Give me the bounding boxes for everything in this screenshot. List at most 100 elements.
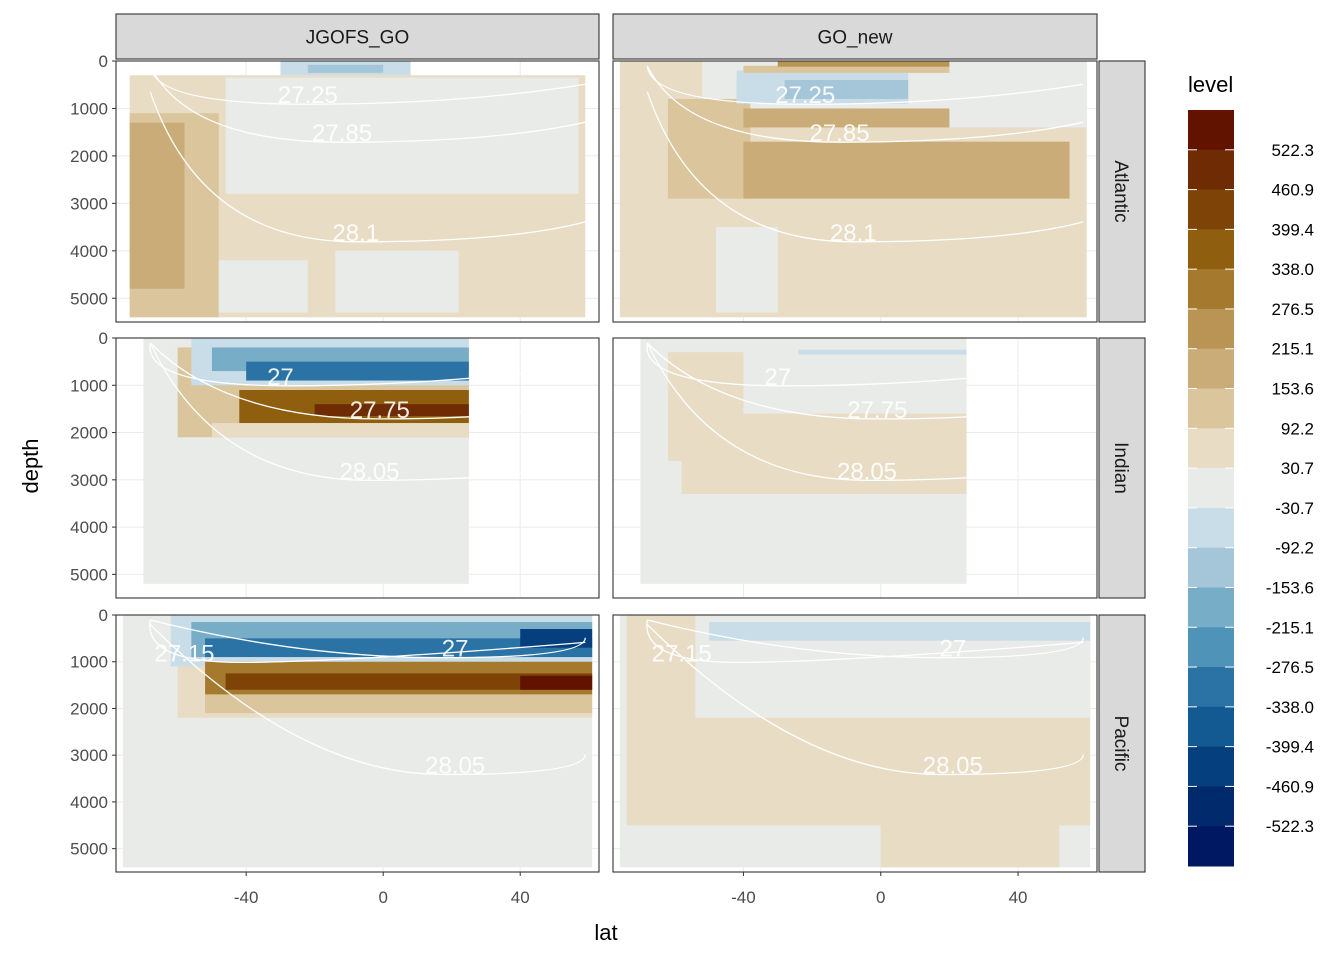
isopycnal-line (149, 342, 586, 482)
level-cell (129, 122, 185, 289)
x-tick-label: 40 (511, 888, 530, 907)
y-tick-label: 3000 (70, 746, 108, 765)
level-cell (880, 820, 1060, 868)
legend-swatch (1188, 786, 1234, 827)
level-cell (743, 65, 950, 73)
contour-label: 27.85 (312, 120, 372, 147)
row-strip (1098, 337, 1146, 599)
legend: 522.3 460.9 399.4 338.0 276.5 215.1 153.6 92.2 3… (1188, 110, 1314, 867)
isopycnal-line (149, 65, 586, 105)
row-strip-label: Pacific (1110, 716, 1131, 772)
y-tick-label: 3000 (70, 194, 108, 213)
x-axis-title: lat (594, 920, 617, 945)
legend-label: 338.0 (1271, 260, 1314, 279)
contour-label: 27.25 (278, 82, 338, 109)
contour-label: 27.75 (350, 397, 410, 424)
legend-swatch (1188, 587, 1234, 628)
isopycnal-line (646, 342, 1084, 387)
contour-label: 28.1 (332, 220, 379, 247)
legend-label: 460.9 (1271, 181, 1314, 200)
panel-jgofs-go-atlantic: 27.25 27.85 28.1 (116, 61, 599, 322)
legend-label: 215.1 (1271, 340, 1314, 359)
level-cell (218, 260, 308, 313)
column-strip (115, 13, 600, 60)
contour-label: 28.05 (837, 458, 897, 485)
legend-swatch (1188, 706, 1234, 748)
contour-label: 27.15 (652, 640, 712, 667)
legend-label: -522.3 (1266, 817, 1314, 836)
legend-label: 30.7 (1281, 459, 1314, 478)
y-axis-title: depth (18, 438, 43, 493)
legend-swatch (1188, 468, 1234, 509)
legend-label: 153.6 (1271, 380, 1314, 399)
x-tick-label: 0 (876, 888, 885, 907)
legend-label: -399.4 (1266, 738, 1314, 757)
panel-border (612, 614, 1098, 873)
panel-jgofs-go-pacific: 27.15 27 28.05 (116, 615, 599, 872)
legend-swatch (1188, 547, 1234, 588)
isopycnal-line (150, 619, 586, 659)
contour-label: 27.25 (775, 82, 835, 109)
legend-swatch (1188, 746, 1234, 787)
legend-swatch (1188, 627, 1234, 668)
panel-border (115, 337, 600, 599)
contour-label: 27.85 (810, 120, 870, 147)
legend-swatch (1188, 189, 1234, 230)
y-tick-label: 0 (99, 329, 108, 348)
isopycnal-line (149, 91, 586, 243)
panels-layer: 27.25 27.85 28.1 27.25 27.85 28.1 27 27.75 28.05… (115, 60, 1098, 873)
legend-swatch (1188, 308, 1234, 350)
legend-swatch (1188, 667, 1234, 708)
column-strip-label: GO_new (818, 28, 893, 49)
legend-swatch (1188, 110, 1234, 151)
row-strip (1098, 60, 1146, 323)
level-cell (667, 98, 751, 199)
level-cell (211, 423, 469, 438)
level-cell (743, 108, 950, 128)
y-tick-label: 4000 (70, 518, 108, 537)
legend-label: -276.5 (1266, 658, 1314, 677)
contour-label: 28.05 (425, 753, 485, 780)
isopycnal-line (646, 342, 1084, 482)
level-cell (205, 694, 593, 714)
legend-swatch (1188, 826, 1234, 867)
y-tick-label: 5000 (70, 289, 108, 308)
contour-label: 27 (442, 636, 469, 663)
level-cell (225, 673, 593, 690)
x-tick-label: -40 (731, 888, 756, 907)
legend-swatch (1188, 348, 1234, 390)
level-cell (225, 77, 579, 194)
legend-swatch (1188, 428, 1234, 469)
y-tick-label: 2000 (70, 424, 108, 443)
level-cell (246, 361, 469, 381)
contour-label: 27.15 (154, 640, 214, 667)
y-tick-label: 1000 (70, 653, 108, 672)
y-tick-label: 0 (99, 606, 108, 625)
panel-go-new-pacific: 27.15 27 28.05 (613, 615, 1097, 872)
y-tick-label: 5000 (70, 840, 108, 859)
legend-label: -460.9 (1266, 777, 1314, 796)
legend-swatch (1188, 149, 1234, 191)
level-cell (784, 79, 909, 99)
level-cell (205, 638, 593, 658)
contour-label: 27 (764, 364, 791, 391)
panel-border (612, 337, 1098, 599)
legend-label: -215.1 (1266, 618, 1314, 637)
y-tick-label: 5000 (70, 565, 108, 584)
y-tick-label: 2000 (70, 147, 108, 166)
legend-swatch (1188, 507, 1234, 549)
legend-label: -153.6 (1266, 578, 1314, 597)
level-cell (626, 624, 689, 765)
isopycnal-line (149, 65, 586, 143)
panel-jgofs-go-indian: 27 27.75 28.05 (116, 338, 599, 598)
isopycnal-line (646, 619, 1084, 664)
isopycnal-line (149, 342, 586, 420)
y-tick-label: 0 (99, 52, 108, 71)
level-cell (307, 64, 384, 73)
legend-swatch (1188, 229, 1234, 270)
y-tick-label: 2000 (70, 699, 108, 718)
contour-label: 27.75 (847, 397, 907, 424)
isopycnal-line (149, 342, 586, 387)
axes-layer: 0100020003000400050000100020003000400050… (70, 52, 1027, 907)
